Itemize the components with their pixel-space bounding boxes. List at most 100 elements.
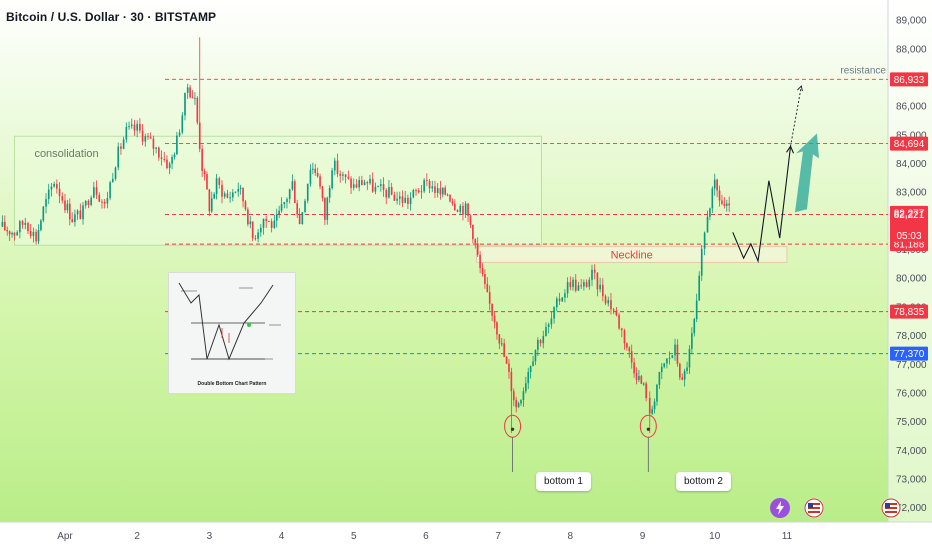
us-flag-icon[interactable] [804, 498, 824, 518]
candle-body [186, 87, 189, 93]
candle-body [210, 198, 213, 212]
candle-body [615, 310, 618, 316]
x-tick-label: 3 [207, 531, 213, 542]
candle-body [385, 189, 388, 198]
candle-body [35, 231, 37, 242]
candle-body [610, 300, 612, 310]
candle-body [339, 173, 342, 176]
candle-body [555, 298, 558, 308]
candle-body [517, 403, 520, 408]
candle-body [319, 176, 321, 187]
candle-body [280, 204, 283, 211]
candle-body [326, 197, 329, 220]
candle-body [21, 221, 24, 225]
candle-body [539, 339, 542, 344]
candle-body [324, 198, 326, 220]
candle-body [53, 183, 55, 187]
candle-body [328, 188, 331, 198]
countdown-label: 05:03 [896, 231, 921, 242]
y-tick-label: 86,000 [896, 102, 927, 113]
candle-body [658, 372, 661, 385]
candle-body [74, 214, 76, 223]
candle-body [176, 135, 178, 155]
candle-body [454, 203, 456, 211]
candle-body [532, 361, 534, 367]
chart-title: Bitcoin / U.S. Dollar · 30 · BITSTAMP [6, 10, 217, 24]
candle-body [588, 279, 591, 287]
candle-body [703, 232, 706, 249]
candle-body [226, 193, 229, 198]
candle-body [24, 222, 27, 225]
resistance-label: resistance [840, 65, 886, 76]
candle-body [171, 157, 173, 164]
candle-body [398, 196, 401, 199]
candle-body [431, 186, 434, 189]
candle-body [286, 199, 288, 202]
candle-body [572, 279, 574, 288]
candle-body [527, 372, 530, 384]
candle-body [674, 344, 676, 356]
candle-body [68, 203, 71, 220]
candle-body [464, 203, 467, 215]
candle-body [298, 214, 301, 225]
candle-body [103, 201, 106, 204]
candle-body [251, 221, 254, 239]
candle-body [155, 147, 157, 149]
candle-body [612, 309, 615, 311]
candle-body [515, 400, 518, 408]
candle-body [676, 344, 679, 364]
candle-body [534, 349, 537, 362]
candle-body [469, 215, 472, 225]
candle-body [635, 373, 638, 380]
candle-body [237, 188, 240, 192]
candle-body [620, 328, 623, 331]
candle-body [542, 336, 545, 344]
candle-body [439, 188, 442, 195]
candle-body [564, 293, 566, 298]
candle-body [524, 383, 527, 392]
candle-body [388, 186, 390, 198]
candle-body [698, 275, 701, 301]
candle-body [412, 190, 415, 198]
price-badge-bg [890, 72, 928, 87]
x-tick-label: 8 [568, 531, 574, 542]
us-flag-icon-2[interactable] [881, 498, 901, 518]
y-tick-label: 77,000 [896, 360, 927, 371]
candle-body [331, 170, 333, 189]
candle-body [580, 285, 582, 287]
candle-body [288, 189, 291, 200]
price-badge: 84,694 [890, 136, 928, 151]
x-tick-label: 10 [709, 531, 721, 542]
candle-body [607, 300, 610, 304]
candle-body [8, 231, 11, 235]
candle-body [257, 232, 259, 239]
candle-body [333, 160, 336, 171]
candle-body [728, 203, 730, 206]
candle-body [29, 231, 32, 237]
bottom-2-label: bottom 2 [676, 472, 731, 491]
candle-body [117, 146, 120, 168]
candle-body [474, 239, 477, 244]
candle-body [79, 210, 82, 220]
candle-body [45, 199, 47, 207]
candle-body [434, 186, 436, 193]
candle-body [262, 218, 265, 228]
candle-body [358, 180, 360, 188]
candle-body [191, 97, 194, 99]
candle-body [522, 391, 525, 401]
candle-body [189, 87, 191, 98]
candle-body [158, 147, 160, 158]
x-tick-label: 2 [134, 531, 140, 542]
candle-body [40, 220, 42, 231]
candle-body [520, 400, 522, 404]
lightning-icon[interactable] [770, 498, 790, 518]
candle-body [585, 282, 588, 287]
candle-body [695, 300, 698, 320]
candle-body [459, 205, 462, 212]
candle-body [512, 391, 515, 401]
candle-body [304, 200, 306, 213]
candle-body [686, 367, 688, 371]
candle-body [415, 190, 417, 192]
